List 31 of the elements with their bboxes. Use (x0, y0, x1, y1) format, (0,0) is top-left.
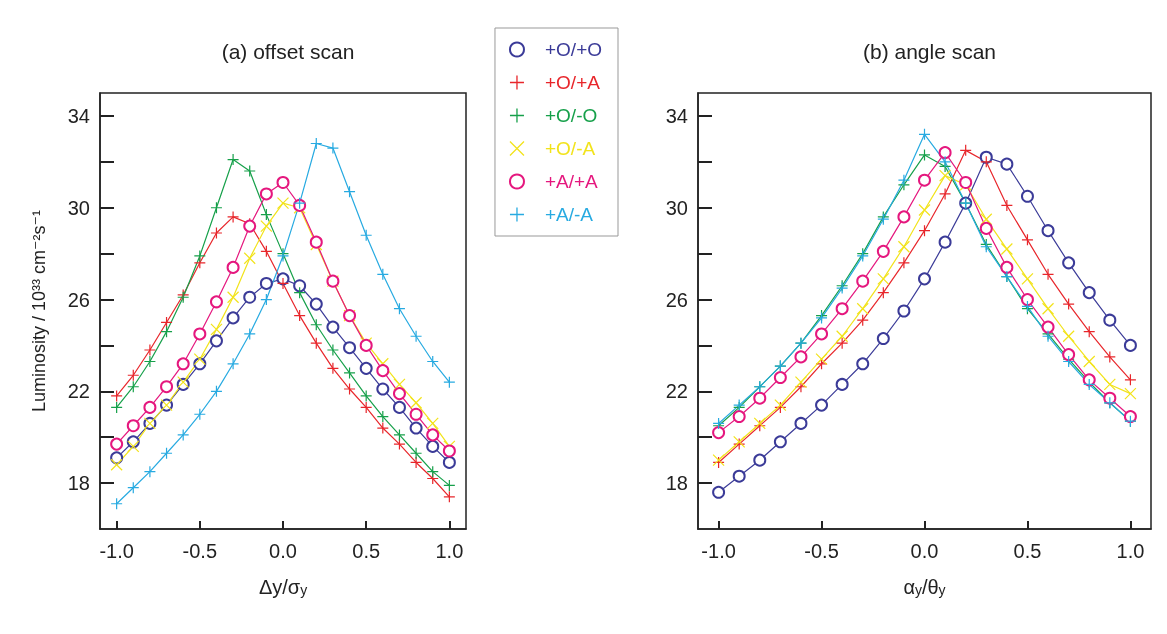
y-tick-label: 18 (67, 472, 90, 495)
x-tick-label: -0.5 (182, 540, 218, 562)
y-tick-label: 34 (665, 104, 688, 127)
chart-title: (b) angle scan (862, 40, 997, 63)
legend-label: +O/-O (544, 105, 598, 126)
legend-label: +O/+A (544, 72, 601, 93)
y-tick-label: 22 (67, 380, 90, 403)
legend-label: +O/-A (544, 138, 596, 159)
y-tick-label: 18 (665, 472, 688, 495)
chart-title: (a) offset scan (221, 40, 355, 63)
y-tick-label: 34 (67, 104, 90, 127)
x-tick-label: 0.0 (910, 540, 939, 562)
x-tick-label: 1.0 (435, 540, 464, 562)
x-axis-title: Δy/σy (258, 576, 308, 598)
x-tick-label: 1.0 (1116, 540, 1145, 562)
x-tick-label: -1.0 (99, 540, 134, 562)
x-tick-label: 0.5 (352, 540, 381, 562)
y-tick-label: 26 (665, 288, 688, 311)
y-tick-label: 26 (67, 288, 90, 311)
y-tick-label: 30 (665, 196, 688, 219)
x-tick-label: 0.5 (1013, 540, 1042, 562)
y-tick-label: 30 (67, 196, 90, 219)
x-axis-title: αy/θy (903, 576, 946, 598)
x-tick-label: -0.5 (804, 540, 839, 562)
x-tick-label: -1.0 (701, 540, 736, 562)
y-tick-label: 22 (665, 380, 688, 403)
x-tick-label: 0.0 (269, 540, 297, 562)
legend-label: +O/+O (544, 39, 602, 60)
legend-label: +A/+A (544, 171, 599, 192)
y-axis-title: Luminosity / 10³³ cm⁻²s⁻¹ (29, 209, 49, 413)
legend-label: +A/-A (544, 204, 594, 225)
